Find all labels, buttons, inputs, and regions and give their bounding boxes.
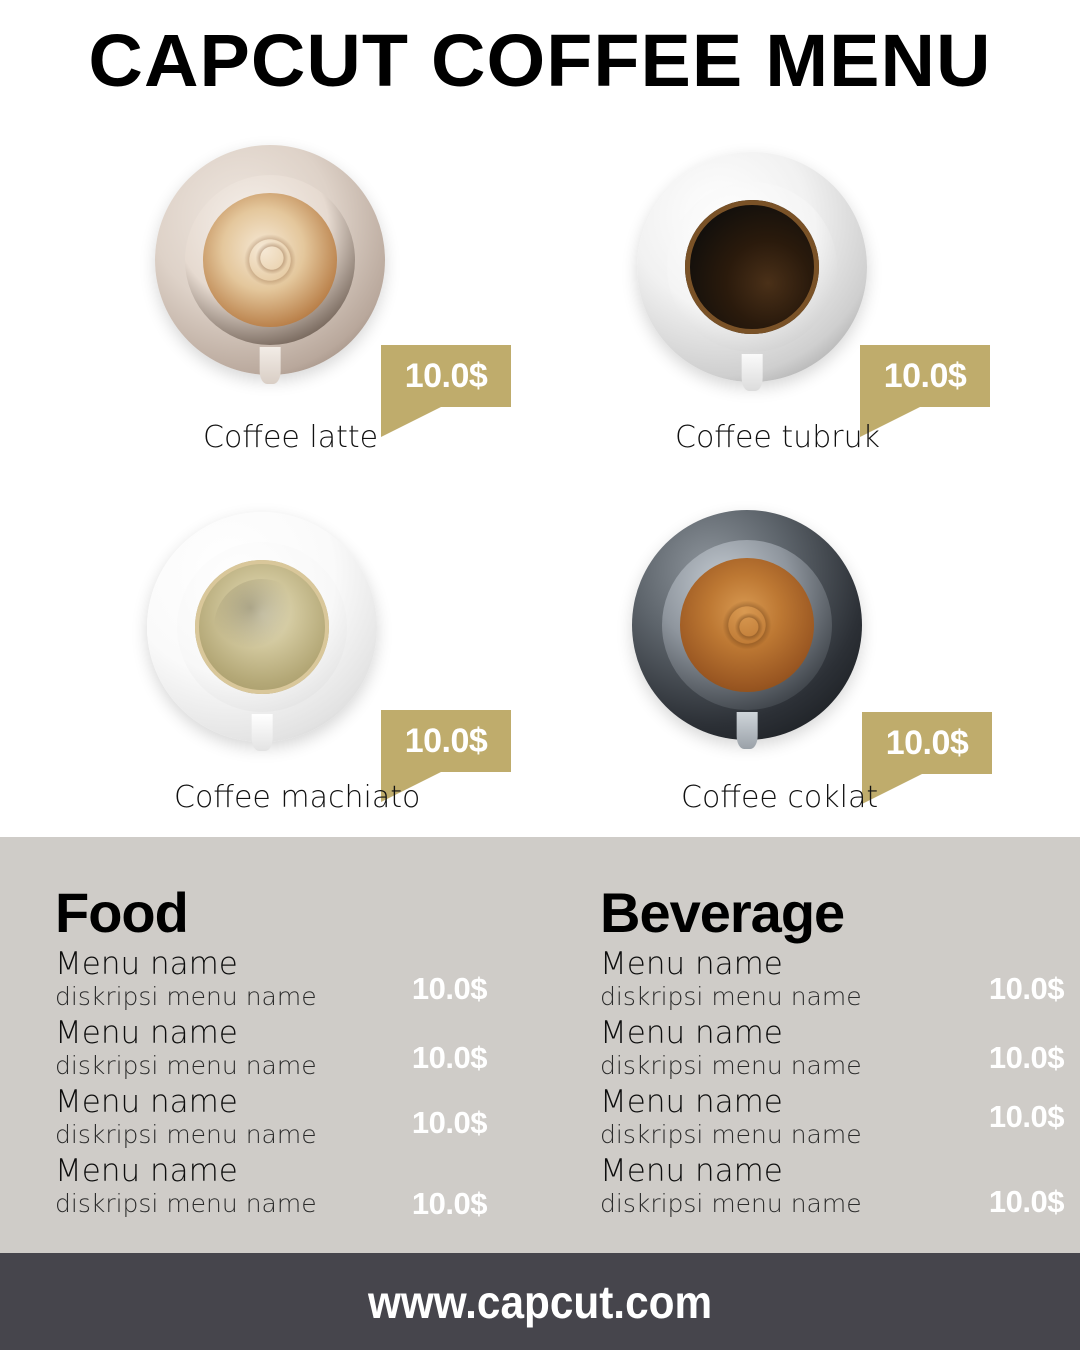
menu-item-desc: diskripsi menu name — [55, 1120, 317, 1149]
menu-item-name: Menu name — [55, 946, 238, 982]
menu-row[interactable]: Menu name diskripsi menu name 10.0$ — [55, 947, 525, 1016]
chocolate-art — [698, 576, 796, 674]
price-tag-coffee-coklat[interactable]: 10.0$ — [862, 712, 992, 774]
coffee-surface — [203, 193, 337, 327]
menu-row[interactable]: Menu name diskripsi menu name 10.0$ — [55, 1016, 525, 1085]
coffee-cup-machiato-icon — [147, 512, 377, 752]
coffee-cup-latte-icon — [155, 145, 385, 385]
caption-coffee-coklat: Coffee coklat — [681, 780, 879, 815]
coffee-surface — [195, 560, 329, 694]
menu-item-desc: diskripsi menu name — [55, 1051, 317, 1080]
cup-handle — [741, 354, 763, 392]
caption-coffee-latte: Coffee latte — [203, 420, 379, 455]
menu-band: Food Menu name diskripsi menu name 10.0$… — [0, 837, 1080, 1253]
menu-row[interactable]: Menu name diskripsi menu name 10.0$ — [600, 947, 1070, 1016]
price-tag-coffee-tubruk[interactable]: 10.0$ — [860, 345, 990, 407]
menu-item-desc: diskripsi menu name — [55, 1189, 317, 1218]
menu-row[interactable]: Menu name diskripsi menu name 10.0$ — [600, 1154, 1070, 1223]
menu-item-desc: diskripsi menu name — [55, 982, 317, 1011]
menu-item-price: 10.0$ — [988, 971, 1065, 1006]
coffee-cup-coklat-icon — [632, 510, 862, 750]
menu-item-price: 10.0$ — [988, 1099, 1065, 1134]
price-tag-coffee-latte[interactable]: 10.0$ — [381, 345, 511, 407]
menu-column-title-food: Food — [55, 881, 189, 944]
cup-handle — [259, 347, 281, 385]
menu-column-beverage: Beverage Menu name diskripsi menu name 1… — [600, 885, 1070, 1223]
menu-item-price: 10.0$ — [411, 1186, 488, 1221]
menu-row[interactable]: Menu name diskripsi menu name 10.0$ — [55, 1154, 525, 1223]
menu-item-name: Menu name — [55, 1153, 238, 1189]
menu-item-desc: diskripsi menu name — [600, 1051, 862, 1080]
footer-bar: www.capcut.com — [0, 1253, 1080, 1350]
caption-coffee-tubruk: Coffee tubruk — [675, 420, 880, 455]
menu-item-desc: diskripsi menu name — [600, 1189, 862, 1218]
coffee-showcase: 10.0$ Coffee latte 10.0$ Coffee tubruk — [0, 0, 1080, 837]
caption-coffee-machiato: Coffee machiato — [174, 780, 421, 815]
footer-website-link[interactable]: www.capcut.com — [367, 1275, 713, 1328]
menu-row[interactable]: Menu name diskripsi menu name 10.0$ — [600, 1016, 1070, 1085]
menu-item-name: Menu name — [600, 946, 783, 982]
menu-item-name: Menu name — [55, 1015, 238, 1051]
price-tag-coffee-machiato[interactable]: 10.0$ — [381, 710, 511, 772]
menu-column-food: Food Menu name diskripsi menu name 10.0$… — [55, 885, 525, 1223]
menu-row[interactable]: Menu name diskripsi menu name 10.0$ — [55, 1085, 525, 1154]
menu-item-name: Menu name — [600, 1153, 783, 1189]
crema-foam — [213, 578, 311, 676]
menu-item-name: Menu name — [600, 1015, 783, 1051]
menu-column-title-beverage: Beverage — [600, 881, 845, 944]
menu-item-price: 10.0$ — [411, 1040, 488, 1075]
menu-item-name: Menu name — [55, 1084, 238, 1120]
coffee-surface — [680, 558, 814, 692]
page-title: CAPCUT COFFEE MENU — [88, 19, 992, 102]
menu-item-desc: diskripsi menu name — [600, 982, 862, 1011]
cup-handle — [251, 714, 273, 752]
coffee-cup-tubruk-icon — [637, 152, 867, 392]
latte-art — [221, 211, 319, 309]
coffee-surface — [685, 200, 819, 334]
menu-item-name: Menu name — [600, 1084, 783, 1120]
menu-item-desc: diskripsi menu name — [600, 1120, 862, 1149]
menu-item-price: 10.0$ — [411, 971, 488, 1006]
menu-item-price: 10.0$ — [411, 1105, 488, 1140]
menu-item-price: 10.0$ — [988, 1040, 1065, 1075]
menu-row[interactable]: Menu name diskripsi menu name 10.0$ — [600, 1085, 1070, 1154]
cup-handle — [736, 712, 758, 750]
menu-item-price: 10.0$ — [988, 1184, 1065, 1219]
